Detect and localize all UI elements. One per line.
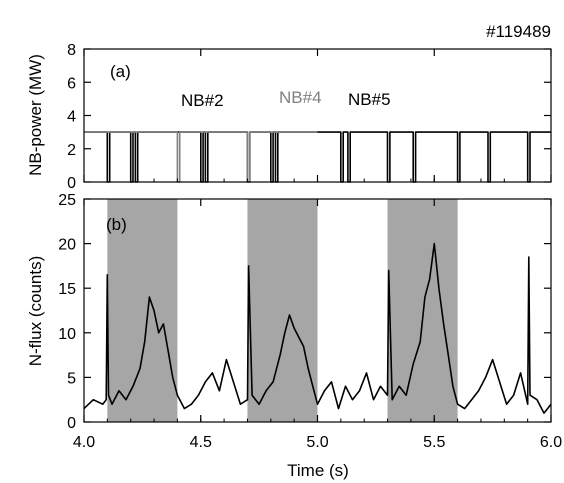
- panel-a-y-tick-label: 4: [67, 109, 76, 126]
- panel-b-neutron-flux: 4.0 4.5 5.0 5.5 6.0 0 5 10 15 20 25 (b) N-flux (co…: [26, 192, 562, 480]
- panel-b-ticks: 4.0 4.5 5.0 5.5 6.0 0 5 10 15 20 25: [58, 192, 562, 451]
- panel-b-x-axis-title: Time (s): [287, 461, 349, 480]
- nb2-label: NB#2: [181, 91, 224, 110]
- panel-a-series-group: [84, 131, 551, 183]
- panel-b-x-tick-label: 5.5: [423, 434, 445, 451]
- panel-a-y-tick-label: 2: [67, 142, 76, 159]
- panel-a-y-axis-title: NB-power (MW): [26, 54, 45, 176]
- panel-a-label: (a): [110, 62, 131, 81]
- panel-b-x-tick-label: 5.0: [306, 434, 328, 451]
- panel-b-shaded-intervals: [107, 199, 458, 422]
- panel-a-ticks: 0 2 4 6 8: [67, 42, 552, 192]
- panel-a-nb-power: 0 2 4 6 8 (a) NB#2 NB#4 NB#5 NB-power (MW): [26, 42, 552, 192]
- panel-b-y-axis-title: N-flux (counts): [26, 256, 45, 367]
- nb5-label: NB#5: [348, 90, 391, 109]
- panel-b-x-tick-label: 6.0: [540, 434, 562, 451]
- shaded-interval-1: [107, 199, 178, 422]
- panel-b-y-tick-label: 10: [58, 326, 76, 343]
- panel-a-series-nb2-line: [84, 131, 318, 183]
- panel-a-series-nb5-line: [317, 131, 551, 183]
- panel-b-x-tick-label: 4.0: [73, 434, 95, 451]
- panel-a-y-tick-label: 0: [67, 175, 76, 192]
- panel-b-y-tick-label: 20: [58, 237, 76, 254]
- panel-b-series-flux-line: [83, 242, 552, 414]
- panel-b-y-tick-label: 15: [58, 281, 76, 298]
- panel-a-y-tick-label: 8: [67, 42, 76, 59]
- shot-number-label: #119489: [486, 22, 551, 41]
- panel-a-series-nb4-line: [84, 131, 318, 183]
- nb4-label: NB#4: [279, 88, 322, 107]
- panel-b-x-tick-label: 4.5: [190, 434, 212, 451]
- shaded-interval-3: [387, 199, 458, 422]
- panel-b-y-tick-label: 5: [67, 370, 76, 387]
- panel-b-y-tick-label: 0: [67, 415, 76, 432]
- shaded-interval-2: [247, 199, 318, 422]
- panel-b-series-group: [83, 242, 552, 414]
- panel-b-label: (b): [106, 215, 127, 234]
- panel-b-y-tick-label: 25: [58, 192, 76, 209]
- panel-a-frame: [83, 48, 552, 183]
- panel-a-y-tick-label: 6: [67, 75, 76, 92]
